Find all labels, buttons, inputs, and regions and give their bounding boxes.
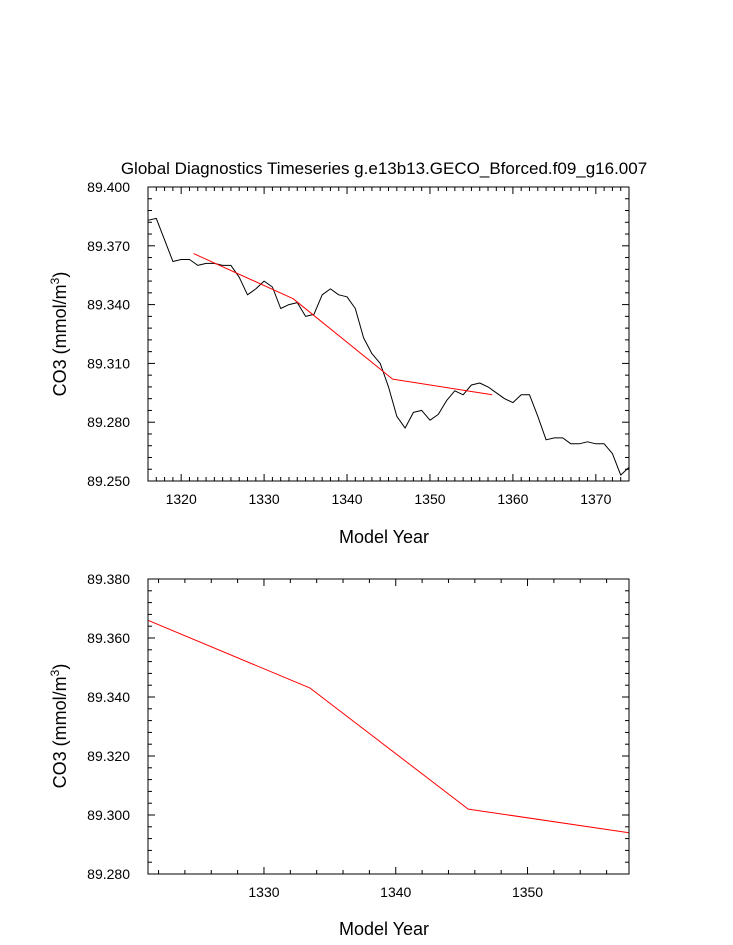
bottom-axis-ticks xyxy=(148,578,629,875)
y-tick-label: 89.370 xyxy=(87,238,130,254)
x-tick-label: 1320 xyxy=(166,491,197,507)
bottom-y-axis-label: CO3 (mmol/m3) xyxy=(48,664,70,789)
y-tick-label: 89.360 xyxy=(87,630,130,646)
bottom-plot-lines xyxy=(147,619,630,834)
bottom-plot-frame xyxy=(147,578,630,875)
top-plot-lines xyxy=(147,217,630,476)
x-tick-label: 1330 xyxy=(248,884,279,900)
x-tick-label: 1340 xyxy=(380,884,411,900)
top-y-tick-labels: 89.250 89.280 89.310 89.340 89.370 89.400 xyxy=(87,179,130,489)
x-tick-label: 1330 xyxy=(249,491,280,507)
y-tick-label: 89.320 xyxy=(87,748,130,764)
y-tick-label: 89.400 xyxy=(87,179,130,195)
x-tick-label: 1350 xyxy=(512,884,543,900)
top-plot-frame xyxy=(147,186,630,482)
y-tick-label: 89.300 xyxy=(87,807,130,823)
x-tick-label: 1370 xyxy=(580,491,611,507)
top-x-tick-labels: 1320 1330 1340 1350 1360 1370 xyxy=(166,491,612,507)
x-tick-label: 1340 xyxy=(331,491,362,507)
bottom-x-axis-label: Model Year xyxy=(339,919,429,939)
x-tick-label: 1350 xyxy=(414,491,445,507)
y-tick-label: 89.310 xyxy=(87,355,130,371)
bottom-y-tick-labels: 89.280 89.300 89.320 89.340 89.360 89.380 xyxy=(87,571,130,882)
series-line-linear-fit xyxy=(147,619,630,834)
y-tick-label: 89.250 xyxy=(87,473,130,489)
y-tick-label: 89.280 xyxy=(87,414,130,430)
chart-title: Global Diagnostics Timeseries g.e13b13.G… xyxy=(121,159,647,178)
y-tick-label: 89.280 xyxy=(87,866,130,882)
y-tick-label: 89.380 xyxy=(87,571,130,587)
bottom-x-tick-labels: 1330 1340 1350 xyxy=(248,884,543,900)
top-axis-ticks xyxy=(147,186,630,482)
top-x-axis-label: Model Year xyxy=(339,527,429,547)
y-tick-label: 89.340 xyxy=(87,297,130,313)
x-tick-label: 1360 xyxy=(497,491,528,507)
y-tick-label: 89.340 xyxy=(87,689,130,705)
top-y-axis-label: CO3 (mmol/m3) xyxy=(48,272,70,397)
top-panel: Global Diagnostics Timeseries g.e13b13.G… xyxy=(48,159,647,547)
series-line-annual-mean xyxy=(147,217,630,476)
series-line-linear-fit xyxy=(193,253,493,396)
bottom-panel: 1330 1340 1350 89.28089.30089.32089.34089.… xyxy=(48,571,630,939)
